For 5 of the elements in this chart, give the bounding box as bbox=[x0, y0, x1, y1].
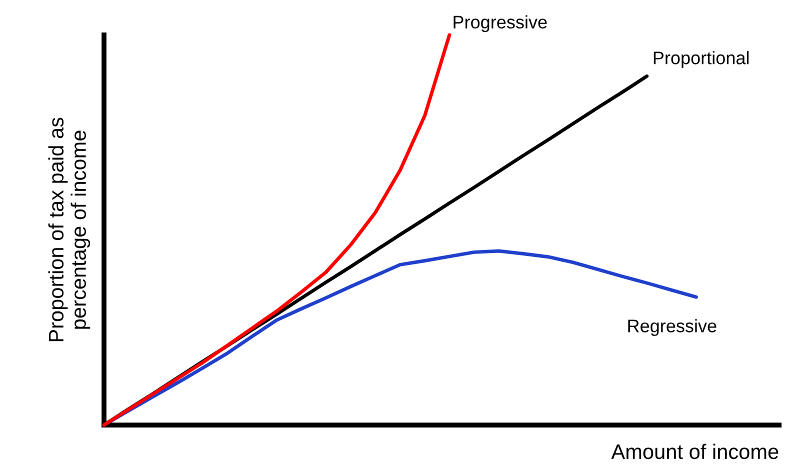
series-label: Regressive bbox=[628, 319, 716, 336]
series-label: Progressive bbox=[454, 15, 547, 32]
x-axis-title: Amount of income bbox=[611, 444, 778, 460]
series-label: Proportional bbox=[654, 51, 749, 68]
y-axis-title: Proportion of tax paid as percentage of income bbox=[48, 118, 90, 342]
